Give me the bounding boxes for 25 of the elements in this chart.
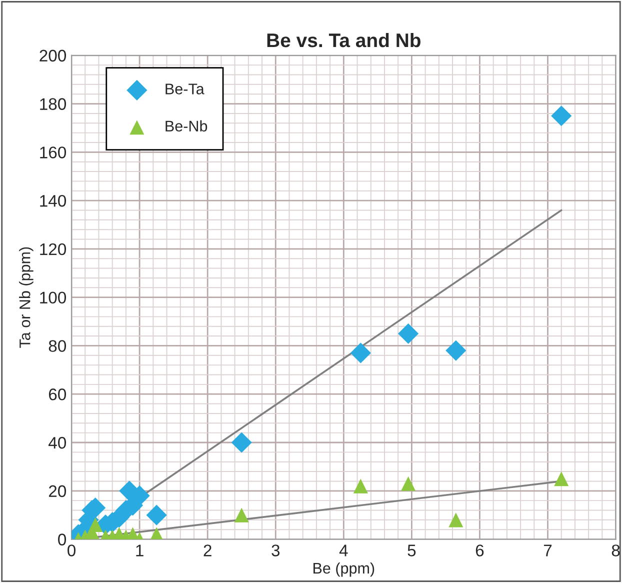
y-tick-label: 60 bbox=[48, 388, 66, 400]
y-tick-label: 200 bbox=[40, 50, 66, 62]
x-axis-title: Be (ppm) bbox=[313, 562, 374, 577]
x-tick-label: 1 bbox=[136, 544, 144, 556]
x-tick-label: 2 bbox=[204, 544, 212, 556]
legend-label: Be-Nb bbox=[166, 120, 208, 132]
x-tick-label: 6 bbox=[476, 544, 484, 556]
x-tick-label: 3 bbox=[272, 544, 280, 556]
y-tick-label: 140 bbox=[40, 194, 66, 207]
x-tick-label: 5 bbox=[408, 544, 416, 556]
x-tick-label: 4 bbox=[339, 544, 348, 556]
y-tick-label: 0 bbox=[58, 534, 66, 546]
x-tick-label: 8 bbox=[612, 544, 620, 556]
y-tick-label: 160 bbox=[40, 146, 66, 158]
x-tick-label: 0 bbox=[68, 544, 76, 556]
y-axis-title: Ta or Nb (ppm) bbox=[19, 247, 34, 348]
y-tick-label: 180 bbox=[40, 98, 66, 110]
chart-title: Be vs. Ta and Nb bbox=[267, 32, 420, 48]
y-tick-label: 120 bbox=[40, 243, 66, 256]
y-tick-label: 100 bbox=[40, 292, 66, 304]
y-tick-label: 40 bbox=[48, 436, 66, 449]
y-tick-label: 20 bbox=[48, 485, 66, 498]
legend-label: Be-Ta bbox=[166, 84, 204, 94]
y-tick-label: 80 bbox=[48, 340, 66, 352]
x-tick-label: 7 bbox=[544, 544, 552, 556]
